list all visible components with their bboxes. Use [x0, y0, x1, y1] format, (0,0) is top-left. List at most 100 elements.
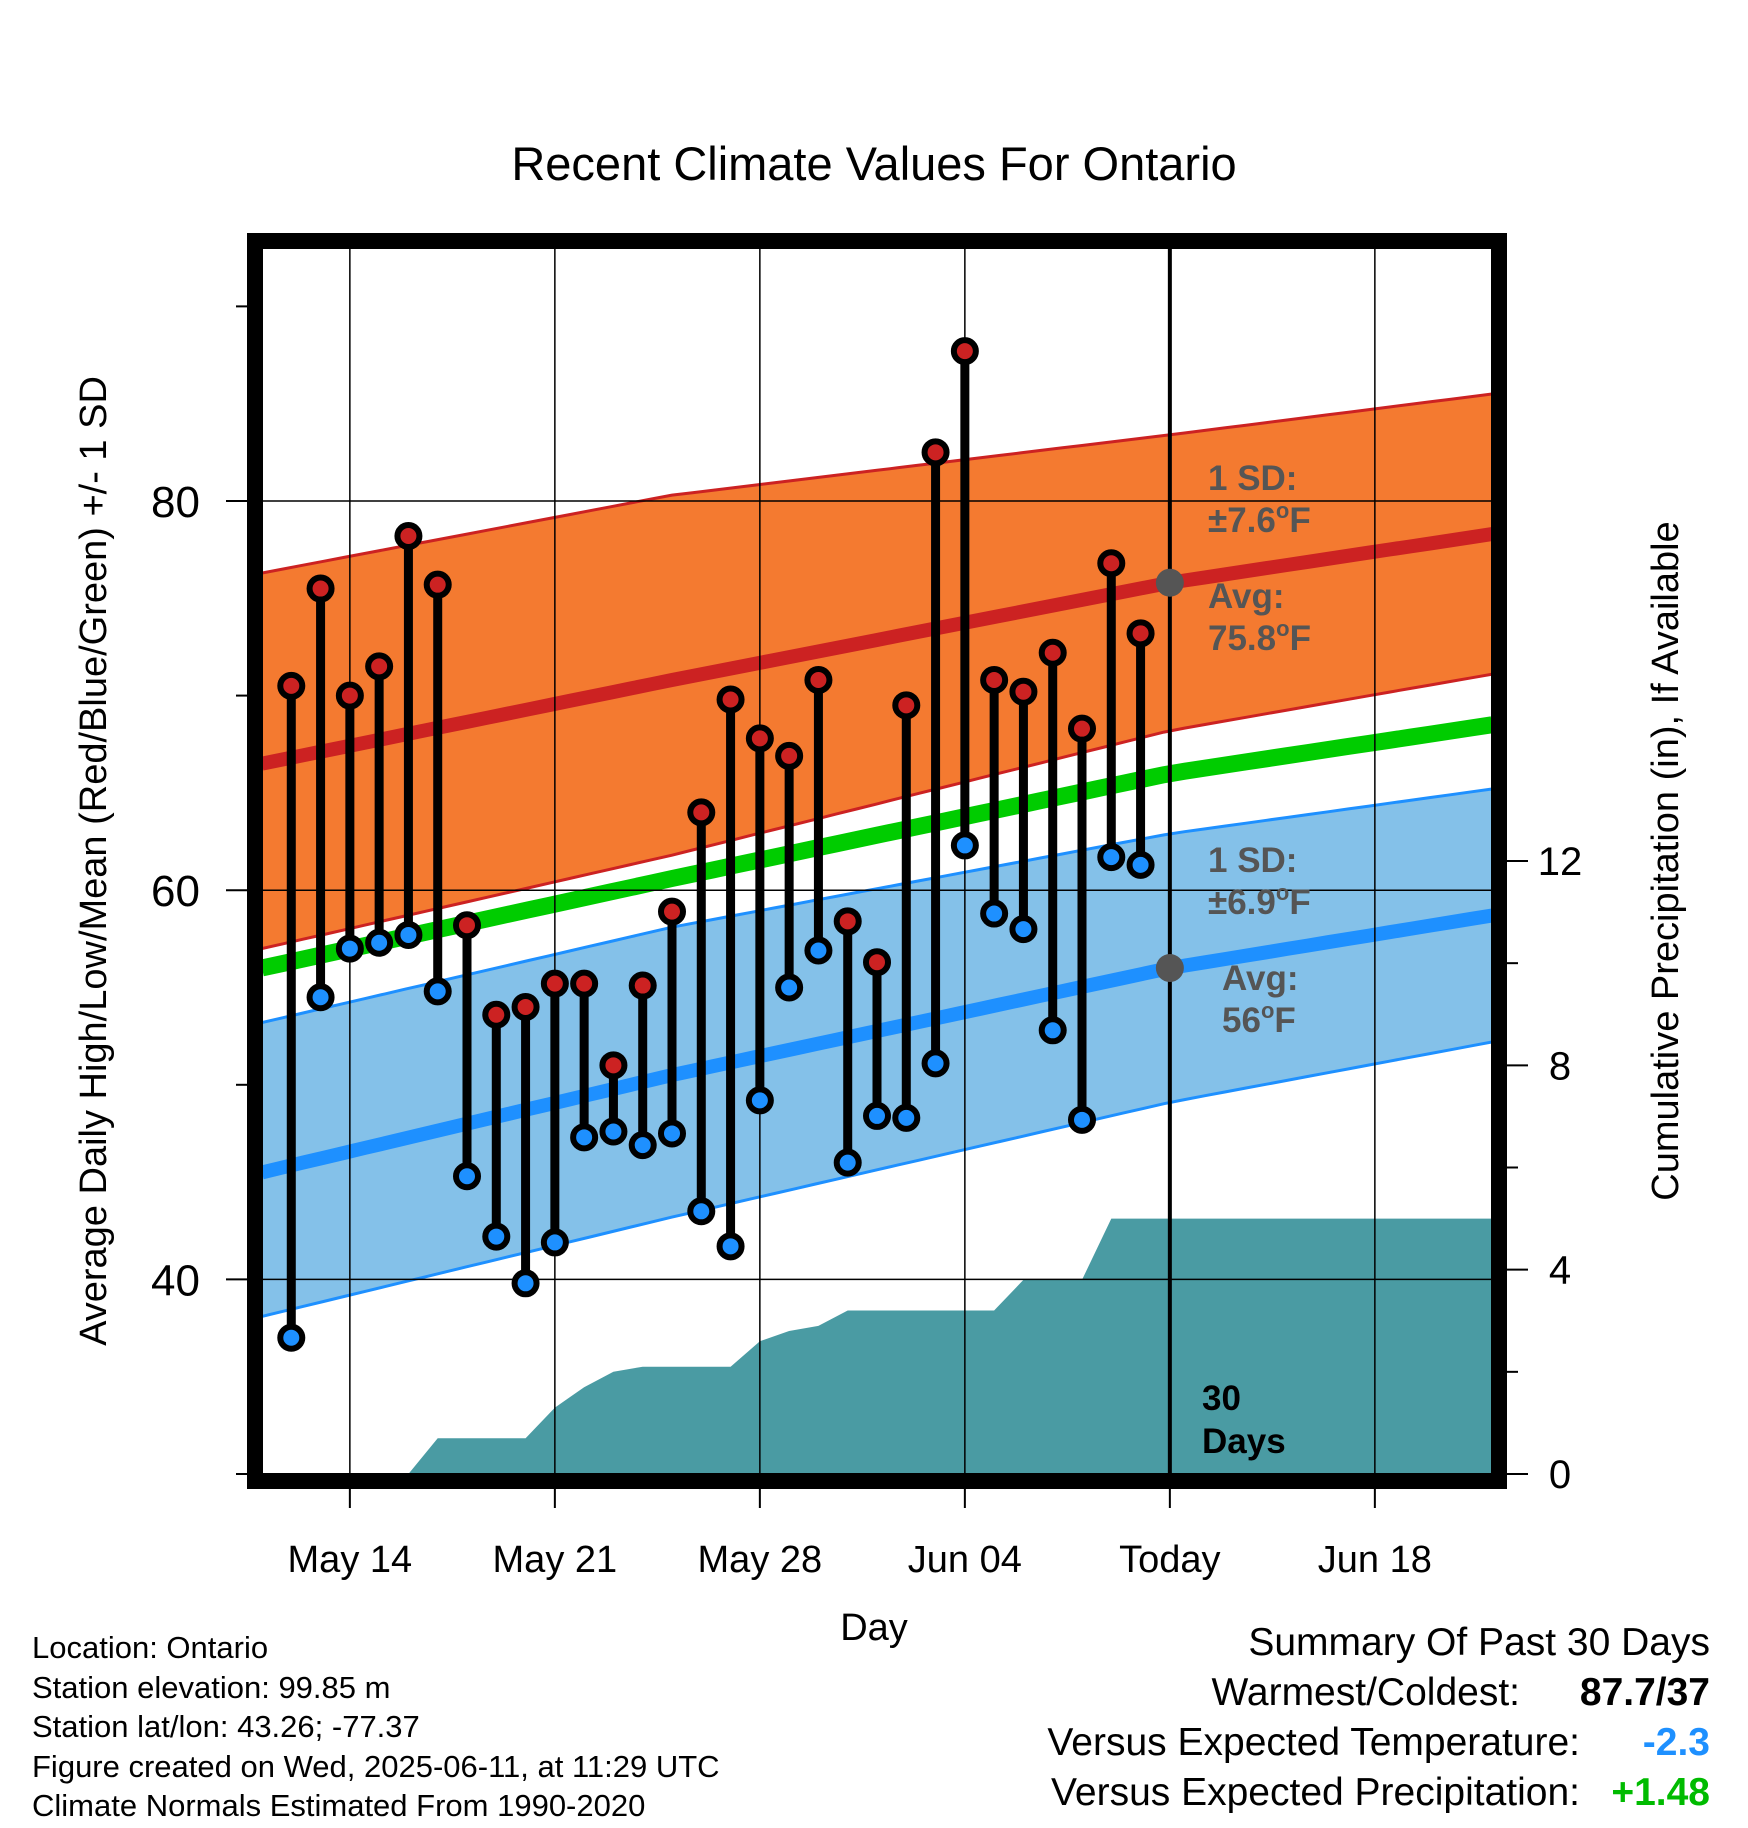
low-sd-label: 1 SD:: [1208, 841, 1297, 880]
daily-high-point: [482, 1000, 511, 1029]
daily-high-point: [833, 907, 862, 936]
daily-low-point: [365, 928, 394, 957]
daily-low-point: [306, 983, 335, 1012]
plot-frame: [247, 233, 1507, 1489]
high-sd-value: ±7.6oF: [1208, 498, 1311, 540]
daily-low-point: [277, 1323, 306, 1352]
daily-high-point: [804, 666, 833, 695]
daily-low-point: [1038, 1016, 1067, 1045]
daily-high-point: [511, 992, 540, 1021]
daily-high-point: [745, 724, 774, 753]
daily-low-point: [511, 1269, 540, 1298]
low-avg-label: Avg:: [1222, 959, 1298, 998]
low-avg-value: 56oF: [1222, 998, 1296, 1040]
daily-high-point: [980, 666, 1009, 695]
daily-high-point: [365, 652, 394, 681]
daily-high-point: [863, 948, 891, 977]
daily-low-point: [921, 1049, 950, 1078]
daily-high-point: [394, 522, 423, 551]
x-tick-label: Today: [1119, 1539, 1220, 1581]
warmest-label: Warmest/Coldest:: [1211, 1671, 1520, 1714]
y2-tick-label: 8: [1549, 1044, 1571, 1088]
daily-low-point: [716, 1232, 745, 1261]
location-text: Location: Ontario: [32, 1630, 269, 1665]
daily-low-point: [1009, 915, 1038, 944]
daily-low-point: [658, 1119, 686, 1148]
daily-low-point: [863, 1101, 891, 1130]
daily-high-point: [277, 671, 306, 700]
daily-low-point: [394, 920, 423, 949]
high-sd-lower-line: [262, 672, 1492, 951]
daily-low-point: [335, 934, 364, 963]
daily-high-point: [687, 798, 716, 827]
chart-title: Recent Climate Values For Ontario: [511, 137, 1236, 190]
today-low-normal-point: [1155, 954, 1184, 983]
warmest-value: 87.7/37: [1579, 1671, 1710, 1714]
latlon-text: Station lat/lon: 43.26; -77.37: [32, 1709, 420, 1744]
daily-high-point: [570, 969, 599, 998]
daily-high-point: [335, 681, 364, 710]
today-days-word: Days: [1202, 1422, 1286, 1461]
x-axis-label: Day: [840, 1607, 908, 1649]
high-sd-band: [262, 394, 1492, 949]
daily-high-point: [892, 691, 921, 720]
y2-tick-label: 4: [1549, 1249, 1571, 1293]
y-axis-label: Average Daily High/Low/Mean (Red/Blue/Gr…: [73, 376, 115, 1346]
daily-high-point: [599, 1051, 628, 1080]
daily-high-point: [306, 574, 335, 603]
plot-area: [262, 392, 1492, 1474]
today-days-number: 30: [1202, 1379, 1241, 1418]
high-avg-value: 75.8oF: [1208, 616, 1311, 658]
daily-high-point: [921, 438, 950, 467]
x-tick-label: Jun 04: [908, 1539, 1022, 1581]
daily-low-point: [950, 831, 979, 860]
precip-area: [408, 1218, 1492, 1474]
daily-high-point: [1097, 549, 1126, 578]
daily-low-point: [745, 1086, 774, 1115]
x-tick-label: May 14: [288, 1539, 413, 1581]
today-high-normal-point: [1155, 568, 1184, 597]
summary-title: Summary Of Past 30 Days: [1248, 1621, 1710, 1664]
temp-deviation-value: -2.3: [1642, 1721, 1710, 1764]
precip-deviation-value: +1.48: [1611, 1771, 1710, 1814]
daily-low-point: [540, 1228, 569, 1257]
high-avg-label: Avg:: [1208, 577, 1284, 616]
precip-deviation-label: Versus Expected Precipitation:: [1051, 1771, 1580, 1814]
daily-low-point: [833, 1148, 862, 1177]
created-text: Figure created on Wed, 2025-06-11, at 11…: [32, 1748, 720, 1784]
daily-high-point: [423, 570, 452, 599]
daily-high-point: [658, 897, 686, 926]
high-sd-label: 1 SD:: [1208, 459, 1297, 498]
x-tick-label: May 21: [493, 1539, 618, 1581]
daily-low-point: [1097, 843, 1126, 872]
daily-high-point: [628, 971, 657, 1000]
y2-axis-label: Cumulative Precipitation (in), If Availa…: [1645, 521, 1687, 1200]
daily-low-point: [599, 1117, 628, 1146]
daily-low-point: [482, 1222, 511, 1251]
daily-high-point: [1009, 677, 1038, 706]
low-sd-value: ±6.9oF: [1208, 880, 1311, 922]
daily-high-point: [540, 969, 569, 998]
daily-high-point: [1126, 619, 1155, 648]
y-tick-label: 80: [151, 478, 200, 527]
daily-low-point: [423, 977, 452, 1006]
daily-low-point: [775, 973, 804, 1002]
daily-low-point: [1126, 850, 1155, 879]
y2-tick-label: 12: [1538, 840, 1583, 884]
daily-low-point: [892, 1103, 921, 1132]
axes: May 14 May 21 May 28 Jun 04 Today Jun 1840608…: [151, 233, 1583, 1581]
daily-low-point: [570, 1123, 599, 1152]
y-tick-label: 40: [151, 1256, 200, 1305]
low-sd-lower-line: [262, 1040, 1492, 1318]
summary-panel: Summary Of Past 30 Days Warmest/Coldest:…: [810, 1618, 1710, 1818]
station-metadata: Location: Ontario Station elevation: 99.…: [32, 1628, 720, 1826]
daily-high-point: [775, 741, 804, 770]
daily-high-point: [1068, 714, 1096, 743]
daily-low-point: [980, 899, 1009, 928]
daily-low-point: [804, 936, 833, 965]
x-tick-label: May 28: [698, 1539, 823, 1581]
normals-text: Climate Normals Estimated From 1990-2020: [32, 1788, 646, 1823]
y-tick-label: 60: [151, 867, 200, 916]
daily-low-point: [1068, 1105, 1096, 1134]
